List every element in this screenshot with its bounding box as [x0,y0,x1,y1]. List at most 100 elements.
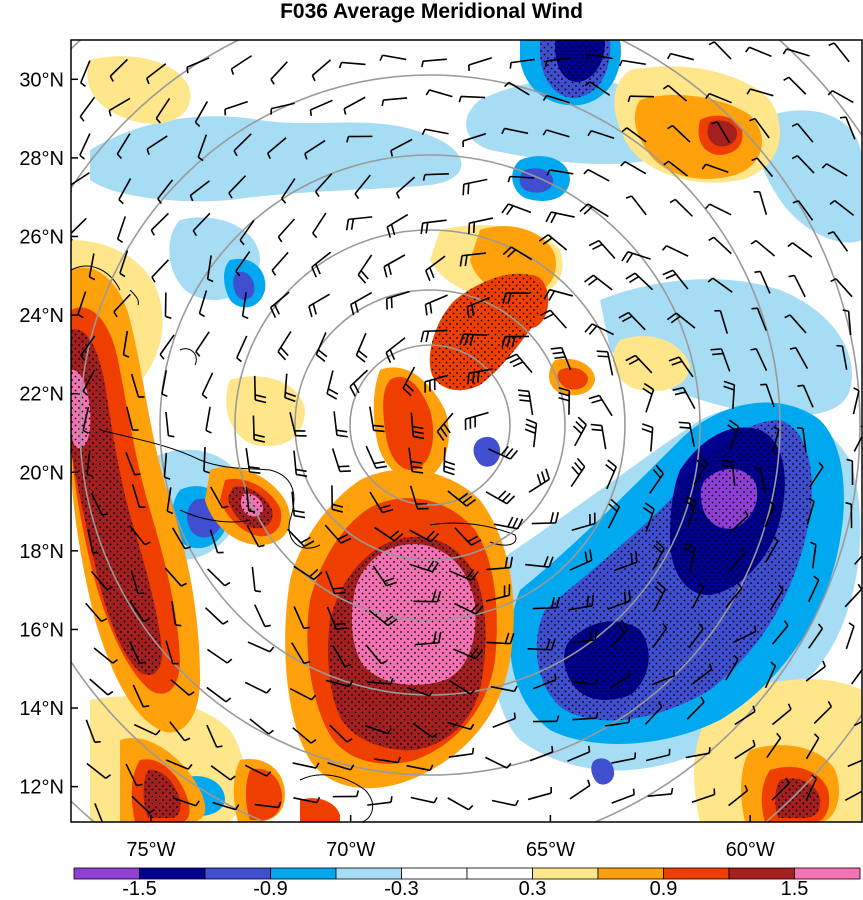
wind-barb [847,759,862,768]
wind-barb [169,721,191,742]
wind-barb [270,102,295,115]
wind-barb [845,622,855,650]
wind-barb [409,529,440,543]
wind-barb [409,560,440,573]
wind-barb [131,484,146,509]
wind-barb [254,604,271,628]
wind-barb [206,648,233,664]
wind-barb [251,566,262,593]
wind-barb [86,762,112,779]
wind-barb [686,696,705,720]
wind-barb [90,570,113,591]
wind-barb [77,291,87,319]
wind-barb [315,332,328,362]
wind-barb [708,41,732,60]
wind-barb [309,99,333,116]
wind-barb [245,447,261,475]
wind-barb [249,718,274,735]
wind-barb [854,554,862,565]
wind-barb [486,556,514,571]
wind-barb [125,406,139,431]
wind-barb [406,686,434,697]
wind-barb [829,200,855,217]
wind-barb [524,418,538,448]
wind-barb [209,529,224,554]
colorbar-label: -0.9 [253,878,287,900]
wind-barb [133,723,161,736]
y-tick-label: 14°N [19,698,64,720]
wind-barb [609,669,631,690]
y-tick-label: 12°N [19,777,64,799]
wind-barb [844,583,862,608]
wind-barb [365,445,388,469]
wind-barb [693,455,708,485]
wind-barb [425,89,453,98]
wind-barb [684,495,697,526]
wind-barb [806,497,815,525]
wind-barb [782,48,810,57]
wind-barb [80,335,96,361]
wind-barb [204,607,229,625]
wind-barb [364,724,392,735]
wind-barb [625,272,654,291]
wind-barb [765,536,779,563]
x-axis: 75°W 70°W 65°W 60°W [126,815,775,861]
wind-barb [517,389,534,416]
wind-barb [544,57,571,67]
wind-barb [383,254,406,278]
wind-barb [241,292,249,320]
wind-barb [642,502,655,533]
wind-barb [647,787,674,797]
wind-barb [155,97,171,124]
wind-barb [733,625,757,643]
wind-barb [171,601,182,627]
wind-barb [409,485,429,510]
wind-barb [311,59,332,82]
wind-barb [132,684,150,708]
wind-barb [329,724,353,743]
wind-barb [325,679,353,688]
x-tick-label: 75°W [126,839,175,861]
wind-barb [210,765,236,781]
wind-barb [846,458,854,485]
wind-barb [343,96,366,115]
wind-barb [572,712,599,721]
wind-barb [540,309,567,329]
wind-barb [527,638,556,651]
wind-barb [118,178,132,205]
wind-barb [791,154,815,174]
wind-barb [421,58,447,68]
wind-barb [605,716,631,727]
wind-barb [644,701,663,725]
wind-barb [197,134,208,162]
wind-barb [198,290,208,318]
wind-barb [571,628,598,644]
wind-barb [853,720,862,727]
wind-barb [764,661,777,689]
wind-barb [845,501,853,529]
wind-barb [507,175,535,183]
wind-barb [289,412,307,437]
wind-barb [236,335,248,363]
colorbar-label: 0.3 [519,878,547,900]
colorbar-label: 1.5 [781,878,809,900]
wind-barb [270,61,288,85]
wind-barb [357,254,373,284]
wind-barb [545,211,575,224]
wind-barb [543,288,574,301]
wind-barb [131,795,155,814]
wind-barb [542,94,570,104]
wind-barb [746,88,774,97]
wind-barb [618,59,646,67]
wind-barb [652,623,668,649]
wind-barb [607,498,621,529]
wind-barb [206,724,223,748]
wind-barb [410,796,438,804]
wind-barb [649,464,664,494]
wind-barb [550,346,572,371]
wind-barb [533,715,560,723]
wind-barb [454,602,484,615]
wind-barb [588,394,613,417]
wind-barb [374,756,402,764]
wind-barb [584,274,613,291]
